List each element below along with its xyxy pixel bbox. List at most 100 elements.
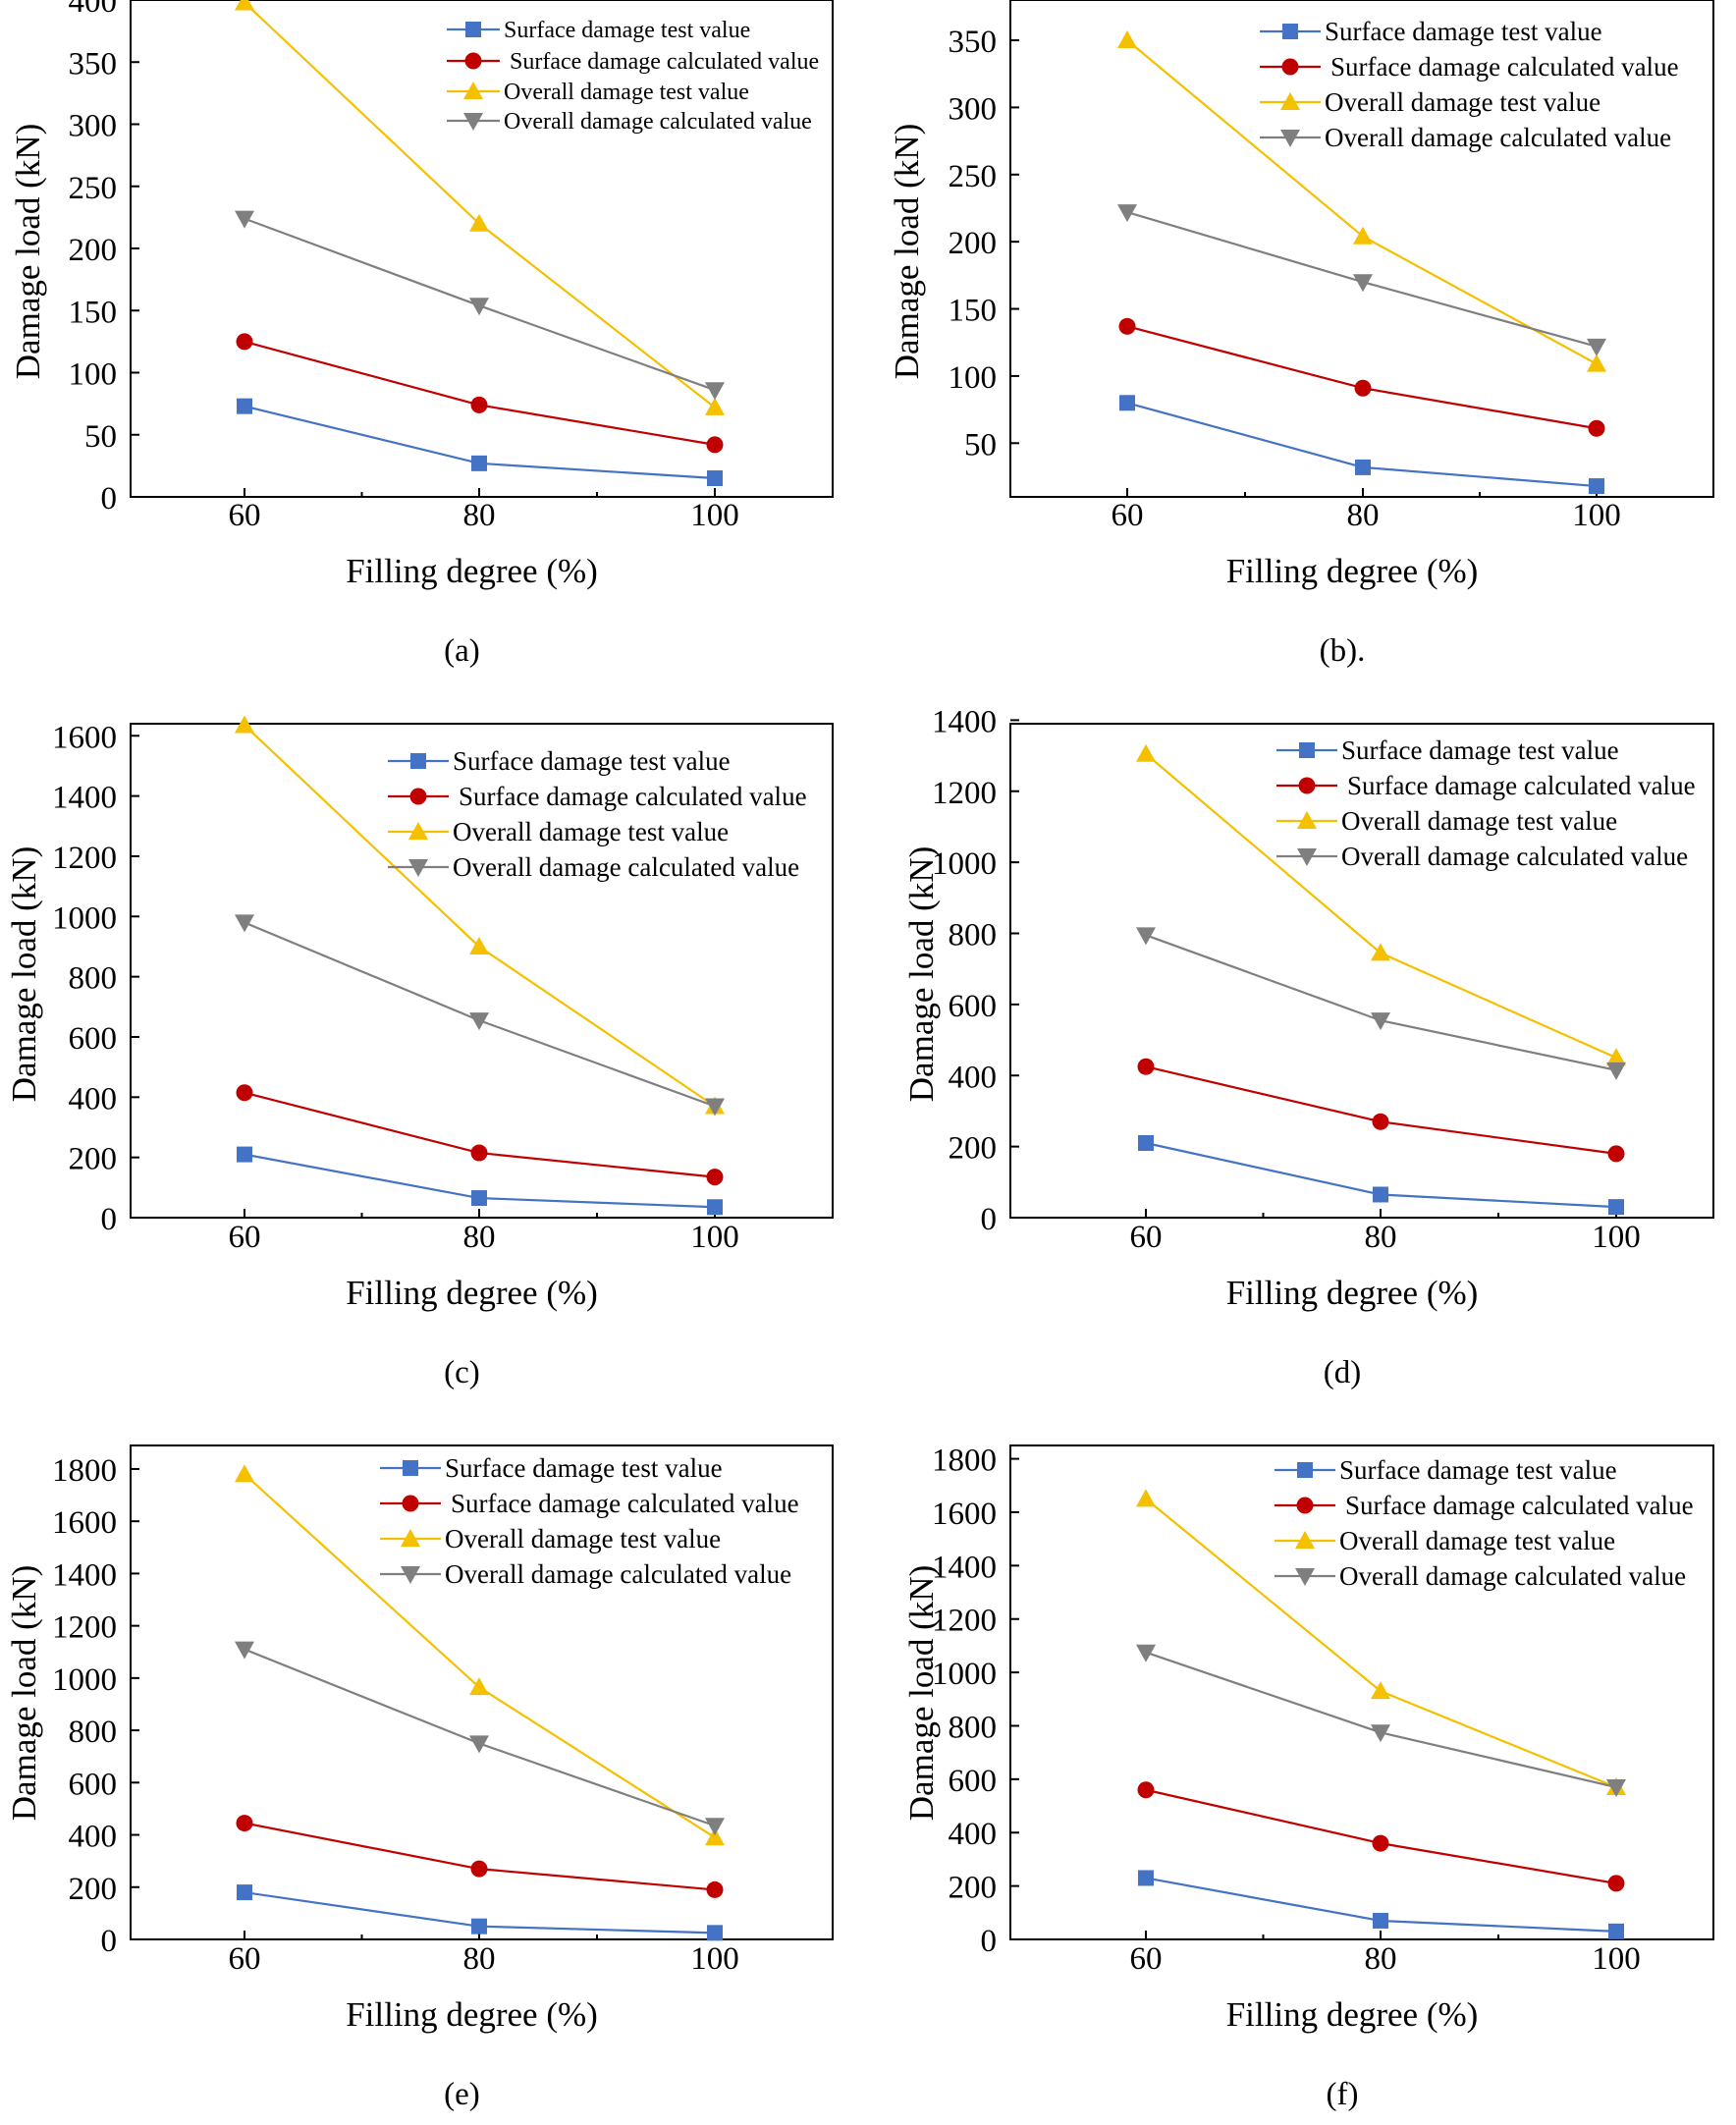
data-point-surface-test [707, 1199, 723, 1216]
y-tick-label: 0 [981, 1202, 998, 1237]
data-point-overall-calc [1371, 1012, 1390, 1031]
legend-label-overall-calc: Overall damage calculated value [453, 852, 799, 882]
legend-marker-overall-test [463, 82, 483, 99]
y-tick-label: 800 [949, 918, 998, 954]
data-point-overall-test [469, 213, 489, 232]
legend-label-surface-test: Surface damage test value [1339, 1455, 1617, 1485]
y-tick-label: 1400 [52, 781, 117, 816]
data-point-overall-calc [705, 1818, 725, 1836]
legend-label-surface-calc: Surface damage calculated value [1330, 52, 1679, 82]
data-point-overall-test [1587, 354, 1606, 372]
y-tick-label: 1600 [52, 720, 117, 755]
y-tick-label: 1800 [52, 1453, 117, 1489]
y-tick-label: 0 [101, 481, 118, 517]
data-point-overall-test [235, 1464, 254, 1483]
y-tick-label: 300 [69, 109, 118, 144]
data-point-overall-test [1117, 30, 1137, 49]
data-point-surface-test [237, 398, 252, 414]
data-point-overall-calc [469, 298, 489, 316]
data-point-overall-calc [235, 210, 254, 229]
data-point-surface-calc [1137, 1781, 1155, 1799]
legend-marker-surface-calc [402, 1495, 419, 1512]
legend: Surface damage test value Surface damage … [1275, 1455, 1694, 1591]
x-tick-label: 100 [690, 1220, 739, 1255]
data-point-overall-test [235, 715, 254, 734]
x-tick-label: 80 [1347, 498, 1380, 533]
data-point-overall-calc [1117, 204, 1137, 223]
legend-marker-surface-test [1282, 24, 1298, 39]
y-tick-label: 1400 [52, 1557, 117, 1593]
panel-label: (e) [444, 2077, 480, 2112]
legend: Surface damage test value Surface damage … [1276, 736, 1696, 871]
y-tick-label: 600 [69, 1021, 118, 1057]
legend-label-overall-calc: Overall damage calculated value [445, 1559, 791, 1589]
legend: Surface damage test value Surface damage … [388, 746, 807, 882]
x-tick-label: 100 [1592, 1220, 1641, 1255]
legend-marker-surface-test [403, 1460, 418, 1476]
data-point-surface-calc [706, 436, 724, 454]
legend-marker-surface-calc [1296, 1497, 1314, 1514]
y-tick-label: 1800 [932, 1444, 997, 1479]
y-tick-label: 400 [69, 1820, 118, 1855]
data-point-surface-calc [1588, 419, 1605, 437]
data-point-surface-test [471, 455, 487, 471]
plot-frame [130, 723, 834, 1219]
data-point-overall-test [1371, 1681, 1390, 1700]
legend-label-overall-test: Overall damage test value [504, 80, 749, 105]
y-tick-label: 600 [69, 1767, 118, 1802]
x-tick-label: 80 [463, 1220, 496, 1255]
y-tick-label: 1600 [52, 1505, 117, 1541]
data-point-surface-calc [236, 333, 253, 351]
data-point-overall-test [1371, 943, 1390, 961]
chart-panel-e: 0 200 400 600 800 1000 1200 1400 1600 1800 60 80 100… [5, 1444, 834, 2112]
legend-label-overall-calc: Overall damage calculated value [1325, 123, 1671, 152]
data-point-overall-test [705, 397, 725, 415]
x-axis-title: Filling degree (%) [1226, 1274, 1479, 1312]
x-tick-label: 60 [1130, 1941, 1163, 1977]
y-tick-label: 1600 [932, 1497, 997, 1532]
y-tick-label: 50 [84, 419, 117, 455]
data-point-surface-calc [470, 1860, 488, 1878]
y-tick-label: 600 [949, 989, 998, 1024]
y-tick-label: 0 [101, 1924, 118, 1959]
y-tick-label: 250 [949, 159, 998, 194]
data-point-surface-test [237, 1884, 252, 1901]
legend-label-overall-calc: Overall damage calculated value [1341, 842, 1688, 871]
y-tick-label: 600 [949, 1764, 998, 1799]
data-point-surface-calc [1137, 1058, 1155, 1075]
data-point-surface-calc [1372, 1834, 1389, 1852]
y-tick-label: 1000 [932, 846, 997, 882]
data-point-surface-test [1138, 1870, 1154, 1886]
series-line-surface-calc [1145, 1065, 1617, 1155]
legend: Surface damage test value Surface damage … [1260, 17, 1679, 152]
y-tick-label: 150 [69, 295, 118, 330]
data-point-surface-test [1355, 459, 1371, 475]
data-point-surface-calc [236, 1084, 253, 1102]
data-point-overall-calc [1371, 1724, 1390, 1743]
data-point-surface-test [1138, 1135, 1154, 1152]
y-tick-label: 800 [69, 1715, 118, 1750]
y-tick-label: 200 [69, 1872, 118, 1907]
data-point-overall-test [1136, 1489, 1156, 1507]
x-tick-label: 80 [463, 1941, 496, 1977]
y-tick-label: 200 [949, 1131, 998, 1167]
legend-marker-overall-test [408, 822, 428, 840]
y-tick-label: 1200 [52, 841, 117, 876]
series-line-surface-calc [244, 340, 716, 446]
legend-label-surface-calc: Surface damage calculated value [459, 782, 807, 811]
data-point-overall-calc [1353, 274, 1373, 293]
data-point-surface-test [471, 1190, 487, 1207]
data-point-surface-calc [236, 1815, 253, 1832]
legend-marker-surface-calc [409, 788, 427, 805]
y-axis-title: Damage load (kN) [888, 124, 926, 379]
data-point-surface-test [237, 1146, 252, 1163]
legend-marker-overall-test [1295, 1531, 1315, 1549]
legend-label-surface-test: Surface damage test value [1341, 736, 1619, 765]
data-point-overall-test [1353, 226, 1373, 245]
series-line-surface-calc [244, 1822, 716, 1891]
data-point-overall-calc [1136, 1644, 1156, 1662]
y-tick-label: 100 [949, 360, 998, 396]
data-point-overall-calc [1587, 338, 1606, 356]
x-tick-label: 60 [1130, 1220, 1163, 1255]
